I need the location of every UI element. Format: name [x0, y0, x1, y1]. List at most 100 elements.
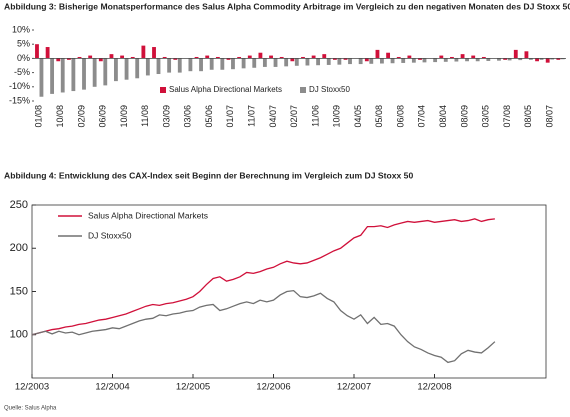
x-tick-label: 11/07 — [246, 105, 256, 127]
bar — [60, 58, 65, 93]
bar — [311, 55, 316, 59]
bar — [433, 58, 438, 63]
y-tick-label: -10% — [9, 81, 30, 91]
bar — [343, 58, 348, 60]
bar — [215, 56, 220, 59]
bar — [454, 58, 459, 62]
bar — [513, 49, 518, 59]
bar — [39, 58, 44, 97]
bar — [380, 58, 384, 64]
bar — [145, 58, 150, 76]
bar — [220, 58, 225, 70]
bar — [141, 45, 146, 59]
x-tick-label: 04/05 — [353, 105, 363, 128]
bar — [465, 58, 469, 62]
bar — [152, 47, 156, 59]
bar — [471, 55, 476, 59]
bar — [556, 58, 561, 60]
bar — [284, 58, 289, 67]
series-line — [31, 218, 495, 336]
x-tick-label: 12/2004 — [95, 382, 129, 393]
x-tick-label: 02/09 — [76, 105, 86, 128]
bar — [524, 51, 529, 59]
x-tick-label: 03/09 — [161, 105, 171, 128]
x-tick-label: 07/08 — [502, 105, 512, 128]
legend-swatch — [300, 87, 306, 93]
bar — [269, 55, 273, 59]
bar — [439, 55, 444, 59]
bar — [326, 58, 331, 65]
x-tick-label: 10/09 — [332, 105, 342, 128]
bar — [348, 58, 352, 65]
bar — [407, 55, 412, 59]
bar — [258, 52, 263, 59]
bar — [358, 58, 363, 65]
legend-label: Salus Alpha Directional Markets — [88, 210, 208, 220]
bar — [252, 58, 257, 68]
y-tick-label: 200 — [10, 242, 28, 254]
bar — [71, 58, 76, 92]
bar — [364, 58, 369, 62]
x-tick-label: 12/2008 — [417, 382, 451, 393]
x-tick-label: 06/08 — [395, 105, 405, 128]
bar — [167, 58, 172, 73]
legend-swatch — [160, 87, 166, 93]
y-tick-label: 250 — [10, 199, 28, 211]
legend-label: DJ Stoxx50 — [309, 85, 350, 94]
x-tick-label: 11/06 — [310, 105, 320, 127]
bar — [518, 58, 523, 61]
x-tick-label: 04/07 — [268, 105, 278, 128]
x-tick-label: 07/04 — [417, 105, 427, 128]
bar — [535, 58, 539, 62]
x-tick-label: 03/05 — [481, 105, 491, 128]
bar — [135, 58, 140, 79]
bar — [247, 55, 252, 59]
bar — [92, 58, 97, 87]
bar — [77, 56, 82, 59]
legend-label: DJ Stoxx50 — [88, 230, 132, 240]
bar — [50, 58, 55, 94]
bar — [88, 55, 93, 59]
y-tick-label: -5% — [14, 67, 30, 77]
bar — [375, 49, 380, 59]
bar — [103, 58, 108, 86]
bar — [290, 58, 295, 62]
bar — [305, 58, 310, 66]
bar — [130, 56, 135, 59]
x-tick-label: 06/09 — [98, 105, 108, 128]
chart-title: Abbildung 3: Bisherige Monatsperformance… — [4, 1, 570, 11]
bar — [262, 58, 267, 67]
bar — [475, 58, 480, 62]
x-tick-label: 05/06 — [204, 105, 214, 128]
bar — [56, 58, 61, 62]
bar — [294, 58, 299, 66]
x-tick-label: 12/2005 — [176, 382, 210, 393]
x-tick-label: 12/2003 — [15, 382, 49, 393]
bar — [450, 56, 454, 59]
bar — [316, 58, 321, 66]
x-tick-label: 08/09 — [459, 105, 469, 128]
bar — [98, 58, 103, 62]
bar — [396, 56, 401, 59]
x-tick-label: 11/08 — [140, 105, 150, 127]
bar — [401, 58, 406, 63]
bar — [539, 58, 544, 60]
bar — [120, 55, 125, 59]
source: Quelle: Salus Alpha — [4, 406, 57, 412]
bar — [481, 56, 486, 59]
bar — [237, 56, 242, 59]
bar — [390, 58, 395, 64]
x-tick-label: 10/09 — [119, 105, 129, 128]
bar — [188, 58, 193, 72]
bar — [545, 58, 550, 63]
y-tick-label: 10% — [12, 24, 30, 34]
bar — [422, 58, 427, 63]
bar — [162, 56, 167, 59]
bar — [528, 58, 533, 60]
x-tick-label: 05/08 — [374, 105, 384, 128]
bar — [279, 56, 284, 59]
bar — [411, 58, 416, 63]
x-tick-label: 01/07 — [225, 105, 235, 128]
bar — [205, 55, 210, 59]
